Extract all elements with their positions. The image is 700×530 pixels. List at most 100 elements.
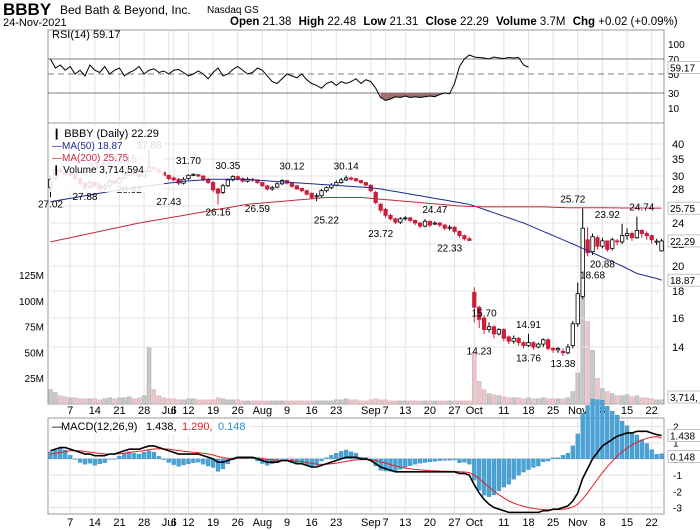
candle-body (334, 182, 339, 186)
x-tick-label: 9 (284, 405, 290, 417)
price-tick-label: 28 (672, 184, 684, 196)
price-tick-label: 40 (672, 139, 684, 151)
macd-histogram-bar (639, 439, 644, 460)
volume-tick-label: 100M (19, 297, 44, 308)
close-label: Close (425, 16, 457, 28)
volume-bar (329, 400, 334, 405)
macd-signal-line (50, 436, 662, 511)
candle-body (166, 174, 171, 180)
macd-histogram-bar (477, 458, 482, 491)
candle-body (220, 185, 226, 193)
x-tick-label: Oct (466, 517, 483, 529)
x-tick-label: Nov (568, 517, 588, 529)
volume-bar (97, 399, 102, 405)
candle-body (393, 218, 398, 223)
macd-hist-last-value: 0.148 (670, 452, 695, 463)
volume-bar (112, 398, 117, 405)
rsi-tick-label: 30 (668, 89, 680, 100)
x-tick-label: Sep (361, 405, 381, 417)
volume-bar (614, 395, 620, 405)
candle-body (201, 175, 206, 181)
volume-bar (521, 398, 526, 405)
price-annotation: 13.76 (516, 353, 541, 364)
rsi-legend: RSI(14) 59.17 (52, 29, 120, 41)
macd-histogram-bar (565, 453, 571, 460)
macd-histogram-bar (580, 413, 585, 460)
rsi-tick-label: 50 (668, 70, 680, 81)
volume-bar (476, 381, 482, 405)
price-annotation: 26.16 (206, 208, 231, 219)
volume-bar (531, 398, 536, 405)
volume-bar (442, 400, 447, 405)
volume-tick-label: 125M (19, 271, 44, 282)
candle-body (398, 218, 403, 223)
macd-histogram-bar (68, 455, 73, 460)
volume-bar (166, 398, 171, 405)
volume-bar (127, 396, 132, 405)
macd-histogram-bar (447, 458, 452, 461)
candle-body (590, 236, 595, 253)
volume-bar (383, 399, 388, 405)
macd-histogram-bar (417, 458, 423, 464)
price-last-value: 22.29 (670, 237, 695, 248)
macd-histogram-bar (166, 458, 171, 463)
candle-body (437, 222, 442, 226)
volume-bar (294, 400, 300, 405)
volume-bar (324, 400, 329, 405)
ohlc-summary: Open 21.38 High 22.48 Low 21.31 Close 22… (230, 16, 682, 28)
macd-histogram-bar (176, 458, 181, 467)
price-annotation: 13.38 (550, 359, 575, 370)
macd-histogram-bar (619, 420, 625, 460)
candle-body (427, 220, 433, 226)
volume-bar (58, 395, 63, 405)
volume-bar (624, 394, 630, 405)
price-tick-label: 18 (672, 286, 684, 298)
price-annotation: 30.12 (279, 162, 304, 173)
macd-histogram-bar (457, 458, 462, 463)
candle-body (457, 230, 462, 236)
macd-histogram-bar (526, 458, 531, 470)
volume-bar (225, 399, 231, 405)
volume-bar (181, 399, 186, 405)
volume-bar (432, 400, 438, 405)
candle-body (432, 222, 437, 225)
x-tick-label: 6 (171, 517, 177, 529)
volume-bar (314, 400, 319, 405)
volume-bar (639, 397, 645, 405)
volume-bar (560, 398, 566, 405)
candle-body (299, 187, 304, 192)
macd-tick-label: -3 (673, 504, 682, 515)
x-tick-label: 14 (89, 517, 101, 529)
macd-histogram-bar (77, 458, 83, 463)
candle-body (314, 195, 319, 198)
ma200-last-value: 25.75 (670, 204, 695, 215)
volume-bar (117, 397, 122, 405)
open-label: Open (230, 16, 260, 28)
macd-histogram-bar (151, 451, 157, 460)
volume-legend: ❙ Volume 3,714,594 (52, 165, 144, 176)
open-value: 21.38 (262, 16, 292, 28)
candle-body (210, 182, 216, 191)
macd-histogram-bar (600, 399, 605, 460)
volume-bar (210, 399, 216, 405)
candle-body (388, 214, 393, 220)
candle-body (467, 238, 472, 241)
price-last-value-box (667, 234, 700, 248)
price-annotation: 24.47 (422, 205, 447, 216)
price-legend: ❙ BBBY (Daily) 22.29 (52, 128, 159, 140)
candle-body (610, 239, 615, 249)
macd-histogram-bar (550, 457, 556, 460)
candle-body (605, 240, 610, 250)
volume-bar (87, 398, 93, 405)
candle-body (624, 233, 630, 236)
volume-bar (270, 400, 275, 405)
candle-body (289, 182, 295, 187)
x-tick-label: 23 (330, 405, 342, 417)
price-annotation: 25.72 (560, 194, 585, 205)
volume-bar (467, 400, 472, 405)
volume-bar (151, 389, 157, 405)
macd-histogram-bar (560, 455, 566, 460)
chart-header: BBBY Bed Bath & Beyond, Inc. Nasdaq GS 2… (0, 0, 700, 30)
macd-histogram-bar (220, 458, 226, 470)
